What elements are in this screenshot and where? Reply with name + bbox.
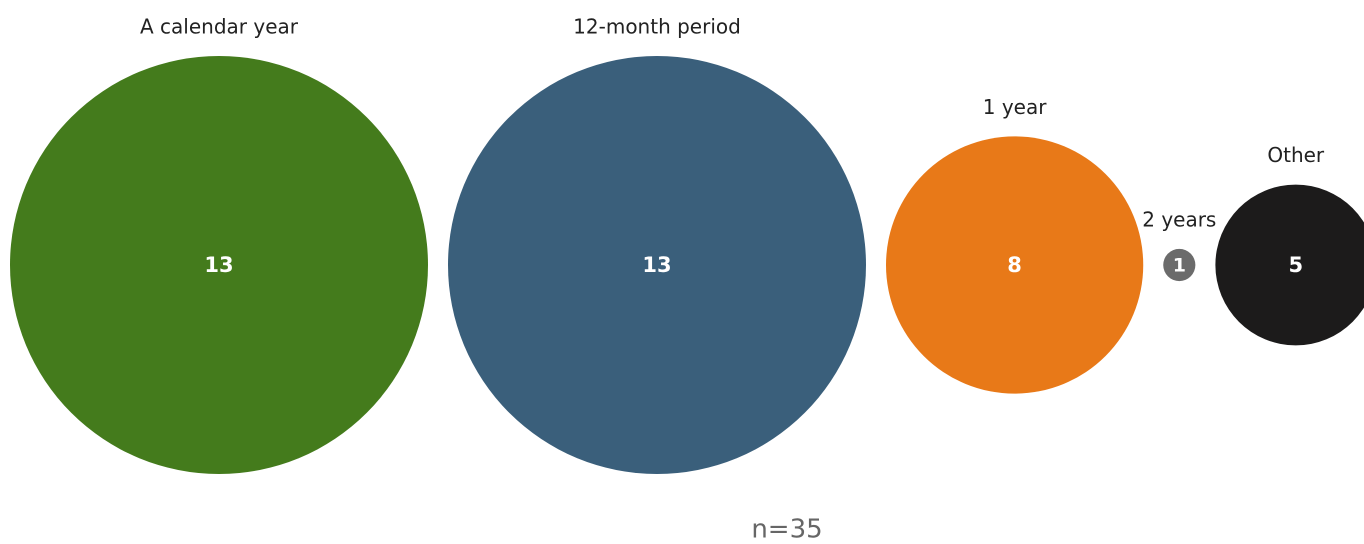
- bubble: [10, 56, 428, 474]
- category-label: A calendar year: [140, 15, 299, 39]
- category-label: 12-month period: [573, 15, 741, 39]
- value-label: 8: [1007, 253, 1022, 277]
- value-label: 13: [642, 253, 671, 277]
- bubble: [886, 136, 1144, 394]
- value-label: 5: [1288, 253, 1303, 277]
- category-label: 1 year: [983, 95, 1047, 119]
- bubble: [1215, 184, 1364, 346]
- bubble: [1163, 248, 1196, 282]
- value-label: 13: [204, 253, 233, 277]
- category-label: 2 years: [1142, 207, 1216, 231]
- value-label: 1: [1173, 255, 1186, 277]
- category-label: Other: [1267, 143, 1325, 167]
- bubble: [448, 56, 866, 474]
- sample-size-note: n=35: [751, 515, 822, 544]
